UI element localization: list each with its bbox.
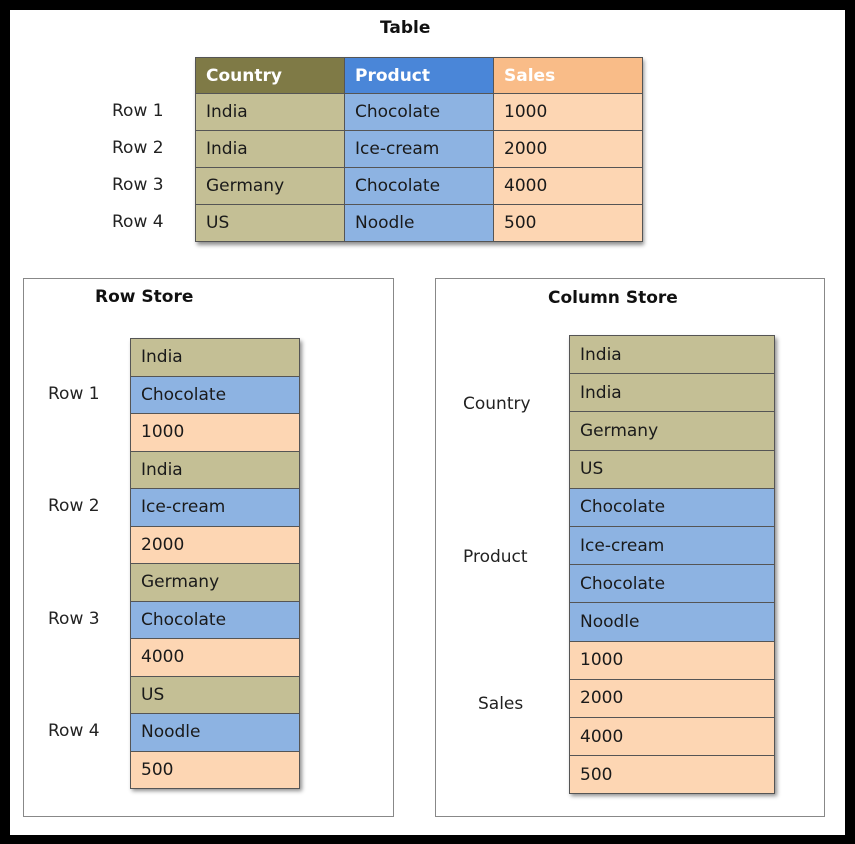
column-store-cell: Noodle xyxy=(569,602,775,642)
column-store-cell: Germany xyxy=(569,411,775,451)
column-store-cell: Ice-cream xyxy=(569,526,775,566)
column-store-cell: India xyxy=(569,335,775,375)
row-label: Row 2 xyxy=(48,496,100,516)
column-store-cell: 2000 xyxy=(569,678,775,718)
row-store-panel xyxy=(23,278,394,817)
row-label: Row 2 xyxy=(112,138,164,158)
row-store-cell: 2000 xyxy=(130,525,300,564)
table-cell: 2000 xyxy=(493,130,643,168)
row-label: Row 1 xyxy=(112,101,164,121)
row-label: Row 3 xyxy=(112,175,164,195)
row-store-cell: Chocolate xyxy=(130,375,300,414)
table-cell: Chocolate xyxy=(344,167,494,205)
table-title: Table xyxy=(380,18,431,38)
row-store-cell: Ice-cream xyxy=(130,488,300,527)
table-cell: 500 xyxy=(493,204,643,242)
column-store-cell: Chocolate xyxy=(569,487,775,527)
column-store-title: Column Store xyxy=(548,288,678,308)
row-store-cell: India xyxy=(130,338,300,377)
column-store-panel xyxy=(435,278,825,817)
column-store-cell: India xyxy=(569,373,775,413)
row-label: Row 4 xyxy=(112,212,164,232)
column-group-label: Sales xyxy=(478,694,524,714)
column-store-cell: 500 xyxy=(569,755,775,795)
table-cell: Noodle xyxy=(344,204,494,242)
column-header: Product xyxy=(344,57,494,94)
row-store-cell: India xyxy=(130,450,300,489)
table-cell: 4000 xyxy=(493,167,643,205)
row-store-cell: 500 xyxy=(130,750,300,789)
column-header: Sales xyxy=(493,57,643,94)
table-cell: 1000 xyxy=(493,93,643,131)
column-store-cell: 4000 xyxy=(569,717,775,757)
row-store-cell: Chocolate xyxy=(130,600,300,639)
row-store-cell: Germany xyxy=(130,563,300,602)
table-cell: Germany xyxy=(195,167,345,205)
column-group-label: Country xyxy=(463,394,531,414)
table-cell: India xyxy=(195,93,345,131)
row-label: Row 4 xyxy=(48,721,100,741)
table-cell: Ice-cream xyxy=(344,130,494,168)
row-store-cell: 1000 xyxy=(130,413,300,452)
table-cell: US xyxy=(195,204,345,242)
column-store-cell: 1000 xyxy=(569,640,775,680)
row-store-cell: US xyxy=(130,675,300,714)
row-label: Row 1 xyxy=(48,383,100,404)
table-cell: Chocolate xyxy=(344,93,494,131)
row-store-title: Row Store xyxy=(95,287,194,307)
diagram-canvas: Table Country Product Sales Row 1 India Choco… xyxy=(10,10,845,835)
column-store-cell: US xyxy=(569,449,775,489)
row-store-cell: Noodle xyxy=(130,713,300,752)
table-cell: India xyxy=(195,130,345,168)
column-group-label: Product xyxy=(463,547,528,567)
column-store-cell: Chocolate xyxy=(569,564,775,604)
row-label: Row 3 xyxy=(48,608,100,629)
row-store-cell: 4000 xyxy=(130,638,300,677)
column-header: Country xyxy=(195,57,345,94)
